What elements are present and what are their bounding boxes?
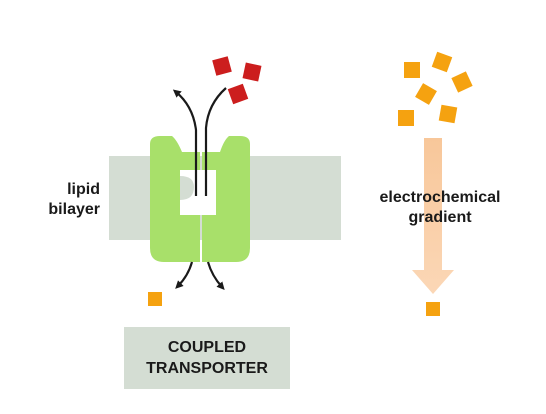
curved-arrow-icon — [175, 261, 194, 289]
gradient-label-line1: electrochemical — [379, 189, 501, 206]
down-arrow-icon — [412, 138, 454, 294]
red-molecules — [212, 56, 262, 105]
caption-box: COUPLED TRANSPORTER — [124, 327, 290, 389]
curved-arrow-icon — [206, 261, 225, 290]
orange-molecule — [398, 110, 414, 126]
gradient-label-line2: gradient — [408, 209, 472, 226]
red-molecule — [227, 83, 249, 105]
red-molecule — [242, 62, 262, 82]
lipid-bilayer-label: lipid bilayer — [30, 180, 100, 220]
orange-molecule — [148, 292, 162, 306]
orange-molecules-high — [398, 51, 473, 126]
curved-arrow-icon — [172, 89, 198, 196]
caption-line1: COUPLED — [167, 339, 247, 356]
orange-molecule — [438, 104, 458, 124]
transporter-protein — [150, 136, 250, 262]
curved-arrow-icon — [204, 87, 227, 196]
caption-title: COUPLED TRANSPORTER — [124, 337, 290, 379]
orange-molecule — [404, 62, 420, 78]
gradient-label: electrochemical gradient — [350, 188, 530, 228]
orange-molecule — [431, 51, 453, 73]
transporter-left-half — [150, 136, 200, 262]
lipid-label-line1: lipid — [67, 181, 100, 198]
lipid-label-line2: bilayer — [48, 201, 100, 218]
orange-molecule — [451, 71, 473, 93]
red-molecule — [212, 56, 232, 76]
transporter-right-half — [202, 136, 250, 262]
orange-molecule — [415, 83, 437, 105]
orange-molecule-low — [426, 302, 440, 316]
pathway-arrows — [172, 87, 227, 290]
caption-line2: TRANSPORTER — [146, 360, 268, 377]
